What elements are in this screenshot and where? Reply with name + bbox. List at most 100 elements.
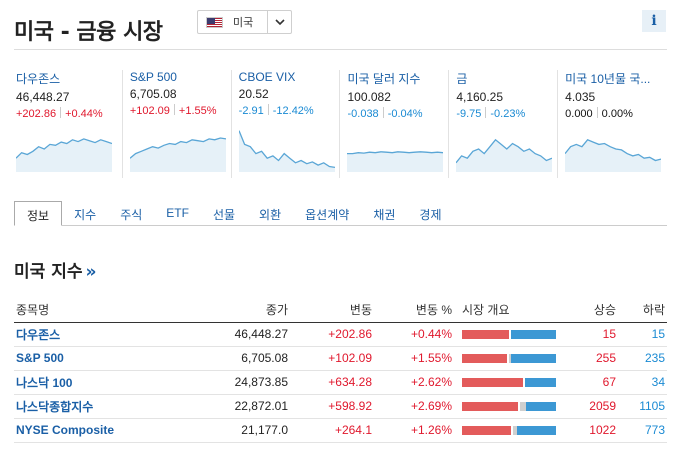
sparkline-chart [565,139,662,172]
cell-change: +202.86 [290,322,374,347]
tile-change: +202.86 [16,108,57,120]
tab-6[interactable]: 외환 [259,208,282,222]
tab-5[interactable]: 선물 [212,208,236,222]
col-up: 상승 [564,298,618,323]
cell-overview [454,322,564,347]
cell-overview [454,370,564,395]
sparkline-line [347,151,444,155]
page-title: 미국 - 금융 시장 [14,20,163,45]
cell-change: +598.92 [290,394,374,419]
col-pct: 변동 % [374,298,454,323]
bar-unchanged [509,353,511,363]
cell-overview [454,346,564,371]
tile-changes: -2.91 -12.42% [239,104,340,117]
tile-name[interactable]: 미국 10년물 국... [565,72,651,86]
tile-name[interactable]: S&P 500 [129,70,177,84]
table-row[interactable]: 다우존스 46,448.27 +202.86 +0.44% 15 15 [14,322,667,347]
index-name-link[interactable]: 나스닥종합지수 [14,394,174,419]
tab-9[interactable]: 경제 [419,208,442,222]
market-tile[interactable]: S&P 500 6,705.08 +102.09 +1.55% [123,70,232,178]
tab-3[interactable]: 주식 [120,208,143,222]
bar-unchanged [513,425,517,435]
divider [485,107,487,118]
cell-pct: +2.69% [374,394,454,419]
tile-pct: 0.00% [601,108,633,120]
market-tile[interactable]: 다우존스 46,448.27 +202.86 +0.44% [14,70,123,178]
cell-down: 1105 [618,394,667,419]
tile-value: 20.52 [238,87,269,101]
page-header: 미국 - 금융 시장 미국 i [14,8,667,50]
index-name-link[interactable]: S&P 500 [14,346,174,371]
col-down: 하락 [618,298,667,323]
market-tile[interactable]: 미국 10년물 국... 4.035 0.000 0.00% [558,70,667,178]
tab-1[interactable]: 정보 [14,201,63,226]
bar-declining [517,425,556,435]
tile-pct: -0.04% [387,108,423,120]
sparkline-chart [238,130,335,172]
sparkline-area [456,139,553,172]
sparkline-line [565,139,662,162]
cell-overview [454,418,564,443]
table-row[interactable]: 나스닥 100 24,873.85 +634.28 +2.62% 67 34 [14,370,667,395]
section-title[interactable]: 미국 지수» [14,257,96,282]
col-name: 종목명 [14,298,174,323]
cell-up: 15 [564,322,618,347]
market-breadth-bar [462,329,556,339]
table-row[interactable]: 나스닥종합지수 22,872.01 +598.92 +2.69% 2059 1105 [14,394,667,419]
table-row[interactable]: NYSE Composite 21,177.0 +264.1 +1.26% 1022 77… [14,418,667,443]
table-row[interactable]: S&P 500 6,705.08 +102.09 +1.55% 255 235 [14,346,667,371]
index-name-link[interactable]: 다우존스 [14,322,174,347]
tile-change: +102.09 [129,105,170,117]
tile-pct: +0.44% [65,108,103,120]
sparkline-line [16,138,112,159]
cell-up: 1022 [564,418,618,443]
market-tile[interactable]: 금 4,160.25 -9.75 -0.23% [449,70,559,178]
country-label: 미국 [233,17,254,29]
country-select[interactable]: 미국 [197,10,292,34]
tab-8[interactable]: 채권 [373,208,396,222]
bar-advancing [462,377,523,387]
divider [267,104,269,115]
divider [382,107,384,118]
index-name-link[interactable]: NYSE Composite [14,418,174,443]
tile-value: 100.082 [347,90,391,104]
tile-change: 0.000 [565,108,593,120]
cell-price: 6,705.08 [174,346,290,371]
market-tile[interactable]: CBOE VIX 20.52 -2.91 -12.42% [232,70,341,178]
tile-pct: -12.42% [272,105,314,117]
cell-down: 34 [618,370,667,395]
tile-name[interactable]: CBOE VIX [238,70,296,84]
tile-value: 6,705.08 [129,87,177,101]
sparkline-area [129,138,226,172]
tab-2[interactable]: 지수 [74,208,97,222]
info-icon[interactable]: i [642,10,666,32]
tile-changes: -0.038 -0.04% [347,107,448,120]
tile-change: -9.75 [456,108,482,120]
cell-change: +264.1 [290,418,374,443]
sparkline-chart [129,137,226,172]
cell-price: 46,448.27 [174,322,290,347]
tile-name[interactable]: 다우존스 [16,72,61,86]
chevron-down-icon[interactable] [267,11,291,33]
tile-changes: 0.000 0.00% [565,107,667,120]
market-breadth-bar [462,401,556,411]
cell-pct: +1.26% [374,418,454,443]
tab-4[interactable]: ETF [166,206,189,220]
index-name-link[interactable]: 나스닥 100 [14,370,174,395]
sparkline-chart [456,138,553,172]
sparkline-area [238,130,335,172]
cell-price: 21,177.0 [174,418,290,443]
divider [173,104,175,115]
market-tile[interactable]: 미국 달러 지수 100.082 -0.038 -0.04% [340,70,450,178]
cell-down: 773 [618,418,667,443]
tile-name[interactable]: 금 [456,72,468,86]
tab-7[interactable]: 옵션계약 [305,208,350,222]
sparkline-area [565,139,662,172]
tile-pct: +1.55% [178,105,217,117]
sparkline-line [129,137,226,159]
tile-name[interactable]: 미국 달러 지수 [347,72,421,86]
bar-unchanged [520,401,526,411]
double-chevron-right-icon[interactable]: » [85,262,97,282]
tile-change: -2.91 [238,105,264,117]
section-title-text[interactable]: 미국 지수 [14,262,83,282]
